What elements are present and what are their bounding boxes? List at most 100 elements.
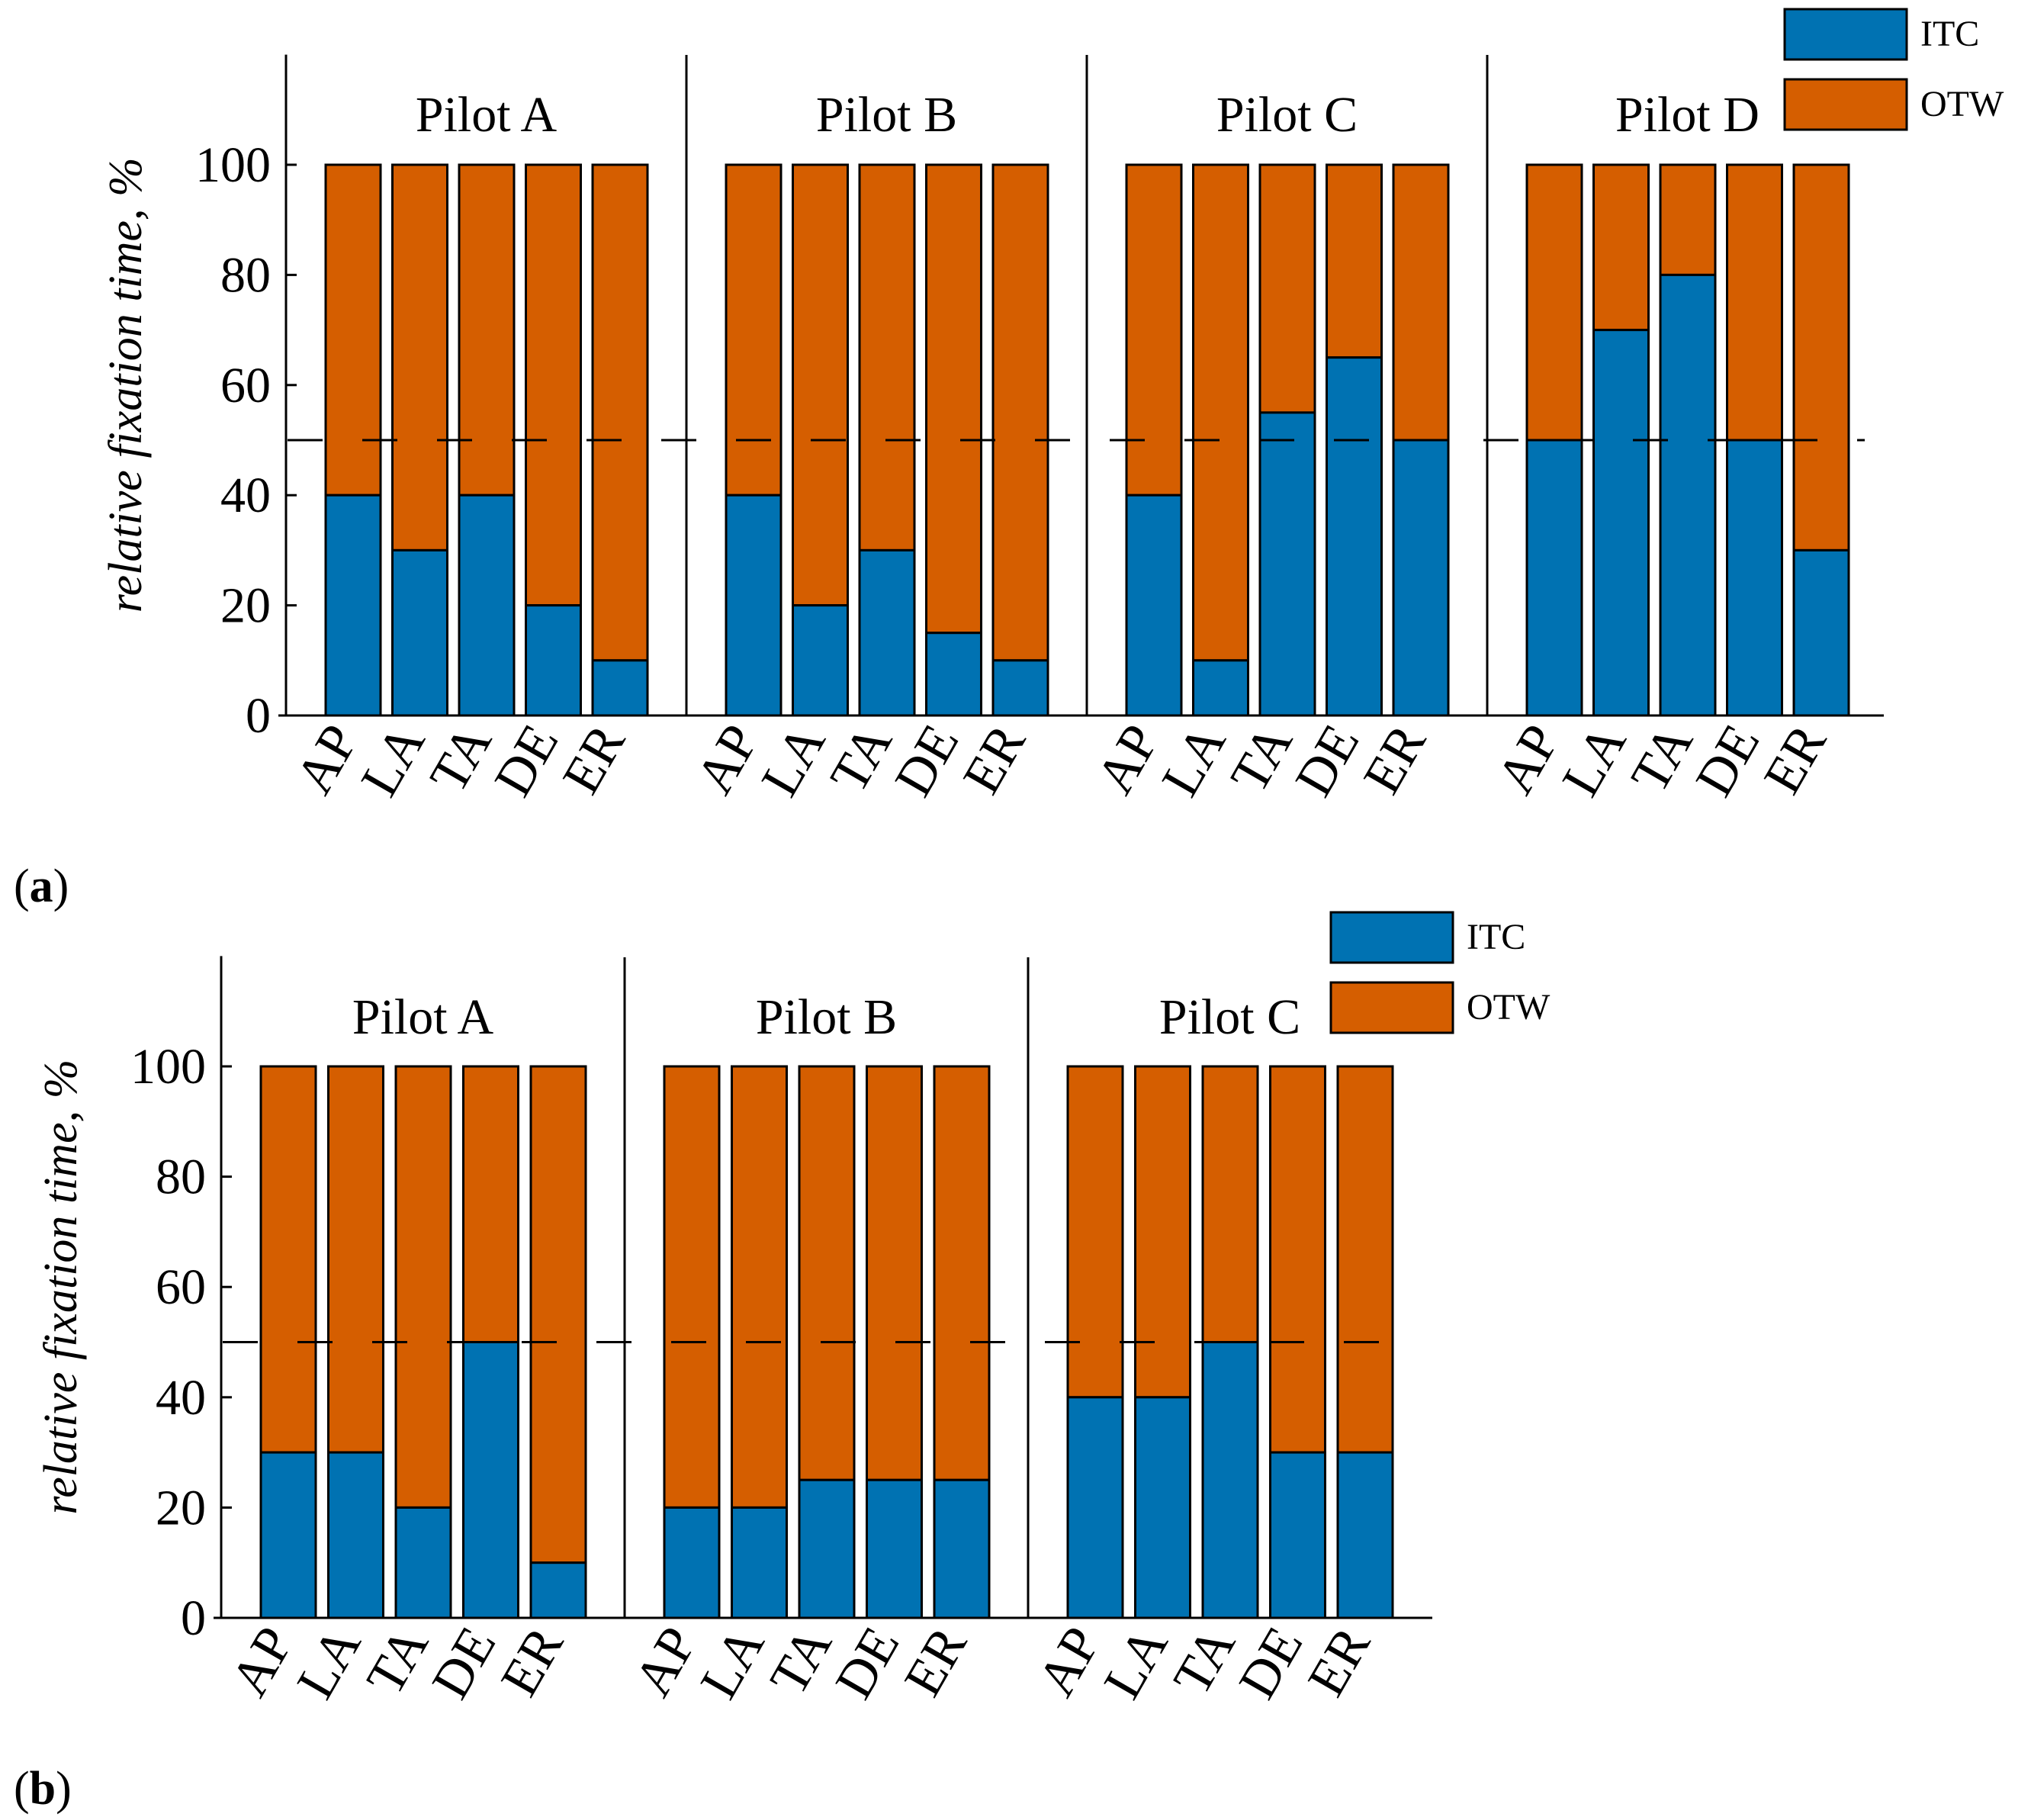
y-tick-label: 0 xyxy=(246,688,271,744)
bar-otw xyxy=(1326,163,1383,359)
category-label: ER xyxy=(952,715,1037,803)
bar-itc xyxy=(933,1478,991,1619)
bar-itc xyxy=(1525,439,1583,717)
bar-otw xyxy=(525,163,582,607)
category-label: DE xyxy=(484,715,570,806)
bar-otw xyxy=(259,1065,317,1454)
category-label: TA xyxy=(759,1617,844,1705)
pilot-title: Pilot C xyxy=(1216,87,1358,143)
y-tick-label: 80 xyxy=(220,247,271,303)
bar-otw xyxy=(725,163,783,497)
bar-itc xyxy=(324,494,382,717)
y-axis-label: relative fixation time, % xyxy=(35,1060,87,1515)
bar-otw xyxy=(925,163,982,635)
bar-itc xyxy=(525,604,582,717)
bar-itc xyxy=(866,1478,923,1619)
bar-itc xyxy=(394,1506,452,1619)
bar-otw xyxy=(866,1065,923,1481)
bar-itc xyxy=(462,1341,519,1619)
category-label: AP xyxy=(685,715,770,804)
pilot-title: Pilot A xyxy=(416,87,558,143)
legend-swatch-otw xyxy=(1783,78,1908,131)
legend: ITC OTW xyxy=(1783,8,2004,131)
pilot-title: Pilot B xyxy=(756,989,897,1045)
bar-itc xyxy=(663,1506,721,1619)
bar-itc xyxy=(798,1478,856,1619)
category-label: LA xyxy=(286,1617,373,1709)
bar-itc xyxy=(1726,439,1783,717)
category-label: DE xyxy=(1685,715,1771,806)
bar-otw xyxy=(391,163,448,551)
bar-otw xyxy=(324,163,382,497)
panel-label: (a) xyxy=(14,860,69,912)
category-label: ER xyxy=(893,1617,979,1706)
bar-itc xyxy=(1592,329,1650,717)
bar-otw xyxy=(591,163,649,662)
bar-itc xyxy=(1659,273,1717,717)
y-tick-label: 60 xyxy=(220,358,271,413)
bar-itc xyxy=(1066,1396,1124,1619)
pilot-title: Pilot C xyxy=(1159,989,1300,1045)
legend-label-itc: ITC xyxy=(1467,917,1525,957)
bar-otw xyxy=(394,1065,452,1509)
bar-otw xyxy=(1525,163,1583,442)
category-label: DE xyxy=(421,1618,507,1709)
bar-otw xyxy=(327,1065,384,1454)
pilot-title: Pilot B xyxy=(816,87,957,143)
panel-label: (b) xyxy=(14,1763,72,1815)
bar-otw xyxy=(1659,163,1717,276)
category-label: TA xyxy=(1620,715,1705,802)
category-label: AP xyxy=(220,1618,304,1706)
bar-otw xyxy=(1125,163,1183,497)
bar-otw xyxy=(1192,163,1249,662)
pilot-title: Pilot D xyxy=(1615,87,1759,143)
category-label: AP xyxy=(1486,715,1570,804)
bar-itc xyxy=(391,548,448,717)
bar-otw xyxy=(663,1065,721,1509)
category-label: DE xyxy=(884,715,970,806)
chart-a: 0 20 40 60 80 100 relative fixation time, % Pil… xyxy=(14,8,2004,912)
category-label: ER xyxy=(1297,1617,1382,1706)
y-tick-label: 80 xyxy=(156,1150,206,1205)
category-label: LA xyxy=(1093,1617,1180,1709)
bar-otw xyxy=(1269,1065,1326,1454)
y-tick-label: 100 xyxy=(130,1039,206,1095)
bar-otw xyxy=(933,1065,991,1481)
category-label: TA xyxy=(1220,715,1304,802)
legend-swatch-itc xyxy=(1783,8,1908,61)
bar-itc xyxy=(1134,1396,1191,1619)
bar-itc xyxy=(458,494,516,717)
bar-otw xyxy=(529,1065,587,1564)
bar-otw xyxy=(1592,163,1650,332)
y-axis-label: relative fixation time, % xyxy=(100,157,152,613)
category-label: ER xyxy=(490,1617,575,1706)
category-label: TA xyxy=(355,1617,440,1705)
bar-otw xyxy=(991,163,1049,662)
bar-otw xyxy=(458,163,516,497)
y-tick-label: 100 xyxy=(195,137,271,193)
category-label: TA xyxy=(819,715,904,802)
bar-itc xyxy=(925,632,982,717)
category-label: DE xyxy=(1284,715,1371,806)
category-label: ER xyxy=(1753,715,1838,803)
category-label: AP xyxy=(1027,1618,1111,1706)
category-label: DE xyxy=(1228,1618,1314,1709)
y-tick-label: 40 xyxy=(220,468,271,523)
bar-itc xyxy=(1336,1451,1394,1619)
category-label: ER xyxy=(551,715,637,803)
category-label: DE xyxy=(824,1618,911,1709)
bar-otw xyxy=(858,163,916,551)
legend-swatch-itc xyxy=(1329,911,1454,964)
bar-itc xyxy=(259,1451,317,1619)
bar-itc xyxy=(1192,659,1249,717)
y-tick-label: 20 xyxy=(156,1480,206,1535)
bar-itc xyxy=(1392,439,1450,717)
y-tick-label: 40 xyxy=(156,1370,206,1426)
bar-otw xyxy=(1066,1065,1124,1399)
legend-label-itc: ITC xyxy=(1920,14,1979,54)
category-label: LA xyxy=(350,715,437,806)
bar-otw xyxy=(798,1065,856,1481)
y-tick-label: 20 xyxy=(220,578,271,634)
bar-itc xyxy=(591,659,649,717)
